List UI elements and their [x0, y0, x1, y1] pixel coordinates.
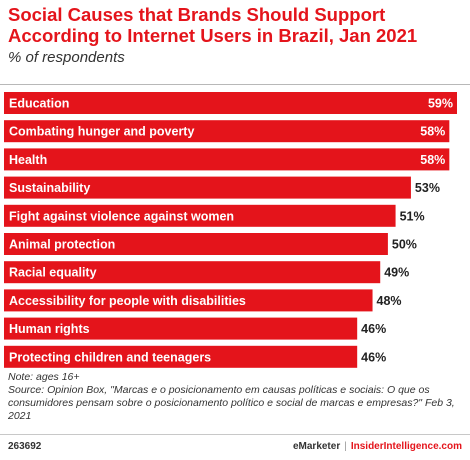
bar-7 — [4, 289, 373, 312]
value-label-9: 46% — [361, 350, 386, 364]
chart-title: Social Causes that Brands Should Support… — [8, 4, 418, 46]
value-label-8: 46% — [361, 322, 386, 336]
chart-id: 263692 — [8, 441, 42, 452]
bar-3 — [4, 176, 411, 199]
note-text: Note: ages 16+ — [8, 371, 80, 383]
bar-label-2: Health — [9, 153, 47, 167]
value-label-1: 58% — [420, 125, 445, 139]
chart-notes: Note: ages 16+ Source: Opinion Box, "Mar… — [8, 371, 463, 423]
bar-label-1: Combating hunger and poverty — [9, 125, 194, 139]
value-label-0: 59% — [428, 97, 453, 111]
bar-5 — [4, 233, 388, 255]
bar-label-5: Animal protection — [9, 238, 115, 252]
bar-label-3: Sustainability — [9, 181, 90, 195]
bar-label-7: Accessibility for people with disabiliti… — [9, 294, 246, 308]
source-text: Source: Opinion Box, "Marcas e o posicio… — [8, 384, 455, 422]
value-label-7: 48% — [377, 294, 402, 308]
bar-1 — [4, 120, 450, 143]
bar-label-4: Fight against violence against women — [9, 209, 234, 223]
bottom-divider — [0, 434, 470, 435]
bar-label-8: Human rights — [9, 322, 90, 336]
value-label-2: 58% — [420, 153, 445, 167]
bar-4 — [4, 204, 396, 227]
bar-label-9: Protecting children and teenagers — [9, 350, 211, 364]
bar-9 — [4, 345, 358, 368]
value-label-6: 49% — [384, 266, 409, 280]
top-divider — [0, 84, 470, 85]
value-label-4: 51% — [400, 209, 425, 223]
value-label-5: 50% — [392, 238, 417, 252]
footer-brand: eMarketer | InsiderIntelligence.com — [293, 441, 462, 452]
brand-separator: | — [344, 441, 347, 452]
bar-chart: Education 59% Combating hunger and poverty… — [4, 92, 457, 368]
bar-8 — [4, 317, 358, 340]
bar-2 — [4, 148, 450, 171]
bar-label-0: Education — [9, 97, 69, 111]
bar-6 — [4, 261, 381, 284]
bar-label-6: Racial equality — [9, 266, 97, 280]
value-label-3: 53% — [415, 181, 440, 195]
bar-0 — [4, 92, 457, 114]
chart-subtitle: % of respondents — [8, 49, 125, 66]
brand-emarketer: eMarketer — [292, 441, 341, 452]
brand-insiderintelligence: InsiderIntelligence.com — [350, 441, 462, 452]
